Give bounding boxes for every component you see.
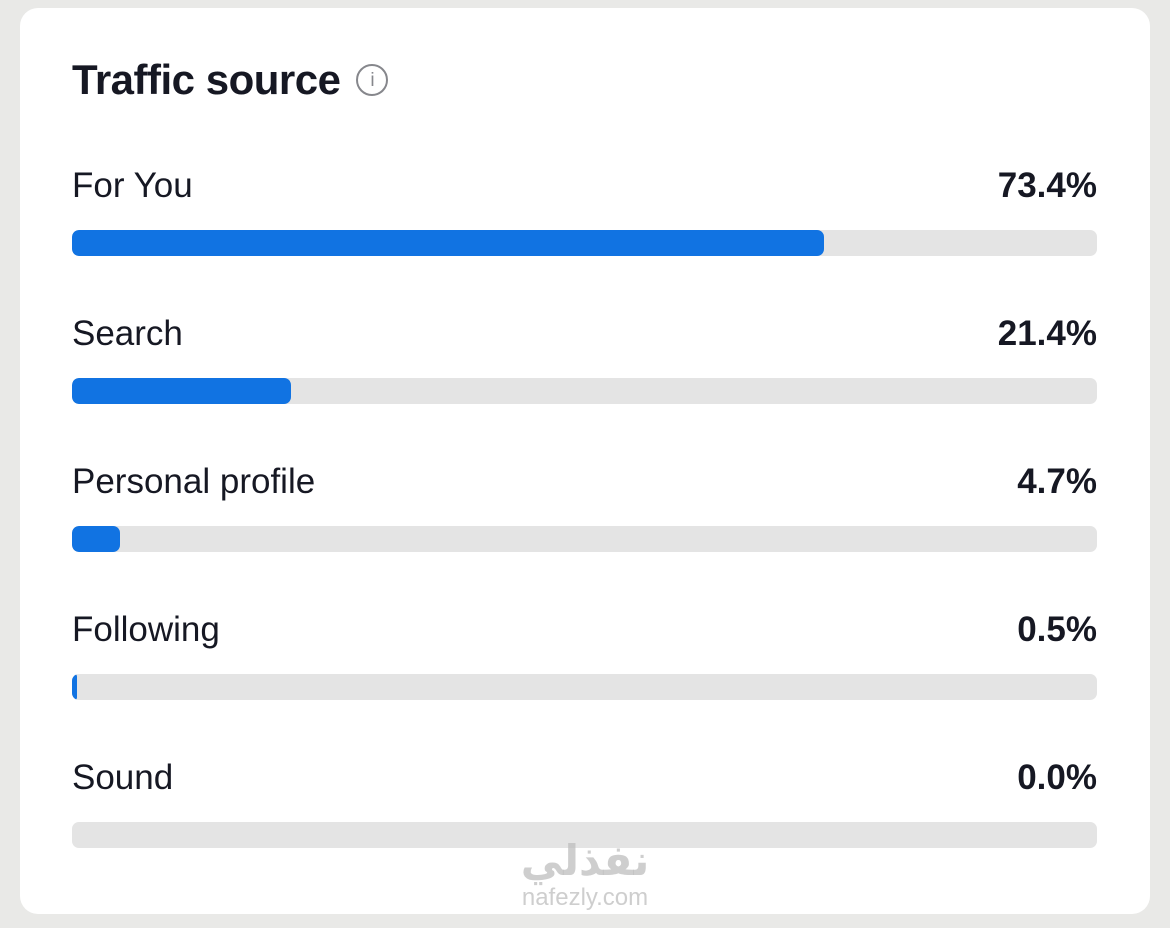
info-icon[interactable]: i — [356, 64, 389, 96]
traffic-row-following: Following 0.5% — [72, 610, 1097, 700]
card-header: Traffic source i — [72, 56, 1097, 104]
row-head: Sound 0.0% — [72, 758, 1097, 798]
bar-fill — [72, 674, 78, 700]
page-title: Traffic source — [72, 56, 341, 103]
traffic-source-label: Sound — [72, 758, 174, 797]
traffic-source-label: Following — [72, 610, 220, 649]
row-head: Personal profile 4.7% — [72, 462, 1097, 502]
bar-fill — [72, 378, 292, 404]
traffic-row-for-you: For You 73.4% — [72, 166, 1097, 256]
row-head: Search 21.4% — [72, 314, 1097, 354]
bar-track — [72, 822, 1097, 848]
bar-track — [72, 674, 1097, 700]
traffic-source-label: For You — [72, 166, 193, 205]
row-head: For You 73.4% — [72, 166, 1097, 206]
traffic-source-value: 4.7% — [1017, 462, 1097, 501]
traffic-row-sound: Sound 0.0% — [72, 758, 1097, 848]
traffic-source-value: 0.0% — [1017, 758, 1097, 797]
traffic-source-value: 21.4% — [997, 314, 1097, 353]
traffic-source-value: 0.5% — [1017, 610, 1097, 649]
bar-fill — [72, 526, 121, 552]
watermark: نفذلي nafezly.com — [20, 837, 1150, 912]
bar-track — [72, 230, 1097, 256]
bar-track — [72, 378, 1097, 404]
traffic-source-label: Search — [72, 314, 183, 353]
traffic-source-label: Personal profile — [72, 462, 316, 501]
traffic-source-value: 73.4% — [997, 166, 1097, 205]
bar-fill — [72, 230, 825, 256]
traffic-source-card: Traffic source i For You 73.4% Search 21… — [20, 8, 1150, 914]
watermark-latin-text: nafezly.com — [521, 884, 649, 911]
traffic-row-search: Search 21.4% — [72, 314, 1097, 404]
traffic-row-personal-profile: Personal profile 4.7% — [72, 462, 1097, 552]
row-head: Following 0.5% — [72, 610, 1097, 650]
bar-track — [72, 526, 1097, 552]
